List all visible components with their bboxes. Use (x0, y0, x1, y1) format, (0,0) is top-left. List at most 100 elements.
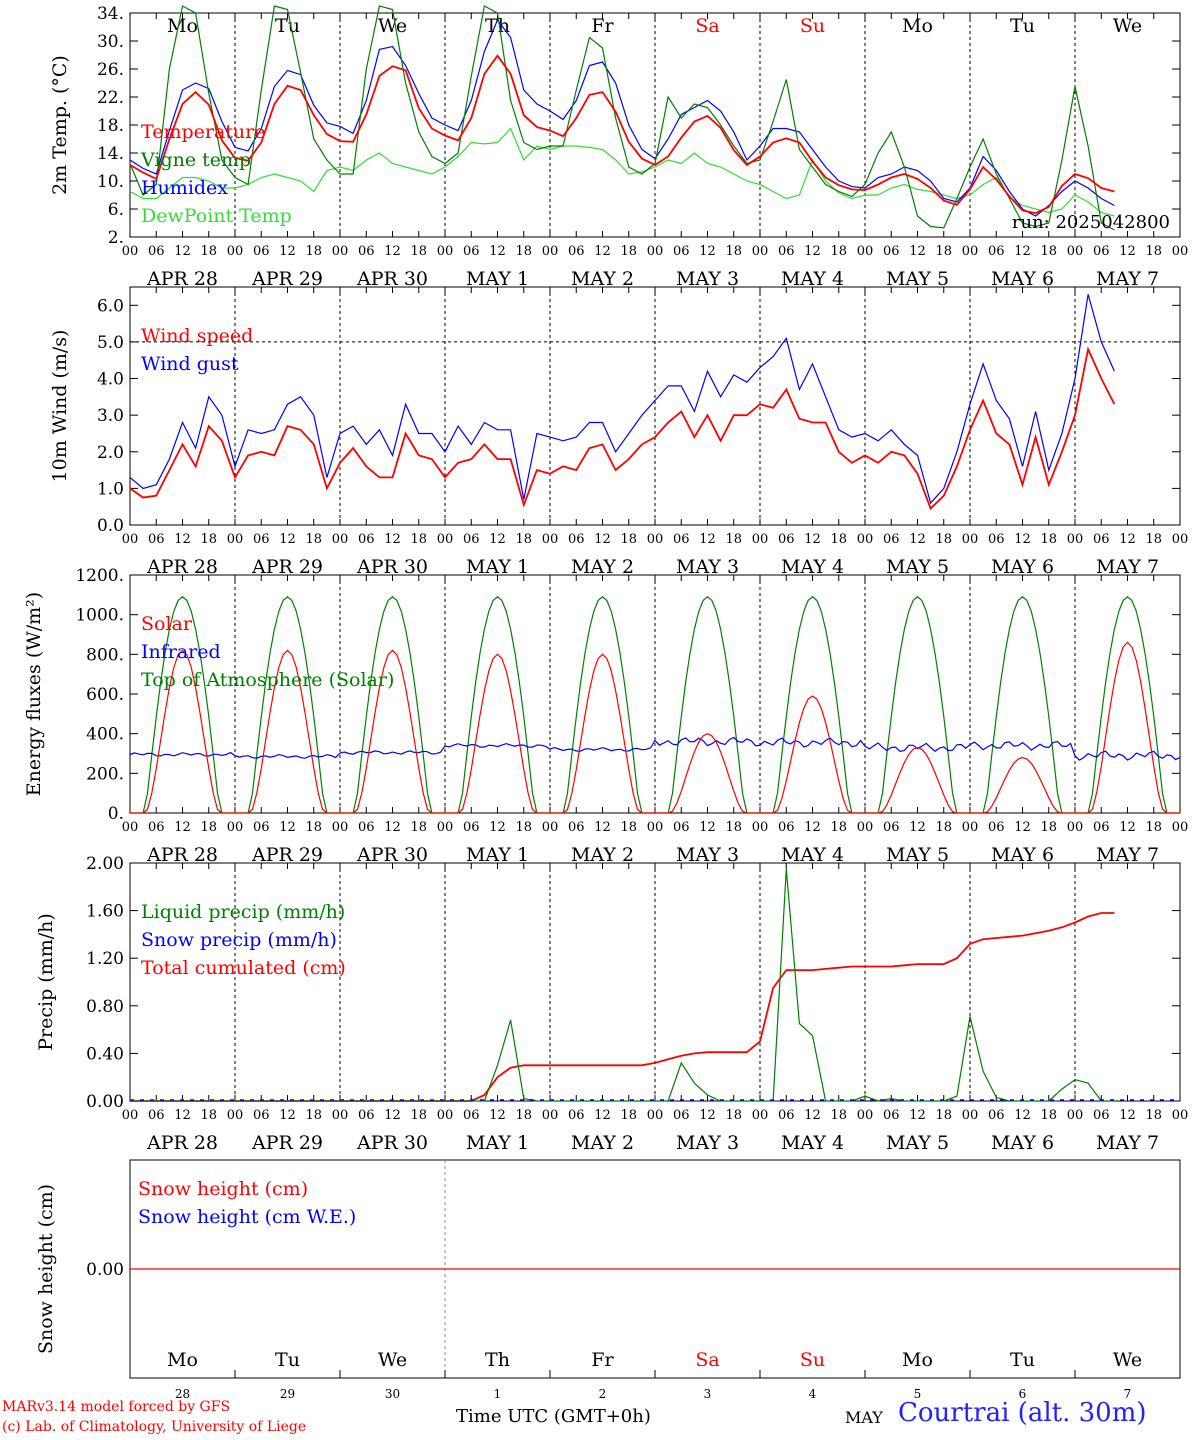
hour-tick-label: 00 (647, 1108, 664, 1123)
y-axis-label: Energy fluxes (W/m²) (23, 592, 45, 796)
y-tick-label: 34. (97, 4, 124, 24)
legend-entry: Total cumulated (cm) (141, 957, 346, 979)
hour-tick-label: 06 (1093, 244, 1110, 259)
hour-tick-label: 12 (489, 1108, 506, 1123)
y-tick-label: 0.80 (86, 997, 124, 1017)
hour-tick-label: 18 (1145, 532, 1162, 547)
hour-tick-label: 12 (1014, 1108, 1031, 1123)
hour-tick-label: 12 (1014, 820, 1031, 835)
date-label: MAY 5 (886, 1132, 949, 1154)
hour-tick-label: 12 (699, 532, 716, 547)
hour-tick-label: 12 (1014, 244, 1031, 259)
hour-tick-label: 06 (358, 1108, 375, 1123)
hour-tick-label: 18 (515, 1108, 532, 1123)
day-name: Tu (275, 1349, 300, 1371)
legend-entry: Wind speed (141, 325, 253, 347)
hour-tick-label: 06 (988, 532, 1005, 547)
day-number: 5 (914, 1387, 922, 1401)
hour-tick-label: 12 (699, 1108, 716, 1123)
panel-temp: 2. 6. 10. 14. 18. 22. 26. 30. 34. 2m Temp. (°C) 00… (49, 4, 1188, 290)
hour-tick-label: 12 (594, 532, 611, 547)
y-tick-label: 0.40 (86, 1044, 124, 1064)
date-label: MAY 6 (991, 268, 1054, 290)
hour-tick-label: 18 (725, 532, 742, 547)
hour-tick-label: 18 (305, 532, 322, 547)
hour-tick-label: 06 (673, 820, 690, 835)
hour-tick-label: 18 (830, 244, 847, 259)
hour-tick-label: 06 (463, 244, 480, 259)
date-label: MAY 4 (781, 268, 844, 290)
hour-tick-label: 18 (200, 820, 217, 835)
hour-tick-label: 18 (725, 1108, 742, 1123)
date-label: APR 28 (146, 1132, 218, 1154)
hour-tick-label: 18 (410, 244, 427, 259)
day-number: 1 (494, 1387, 502, 1401)
hour-tick-label: 00 (1172, 244, 1189, 259)
y-tick-label: 0.00 (86, 1260, 124, 1280)
hour-tick-label: 18 (830, 532, 847, 547)
hour-tick-label: 06 (568, 1108, 585, 1123)
hour-tick-label: 06 (778, 1108, 795, 1123)
hour-tick-label: 18 (515, 244, 532, 259)
hour-tick-label: 00 (437, 244, 454, 259)
hour-tick-label: 12 (804, 820, 821, 835)
date-label: MAY 5 (886, 268, 949, 290)
hour-tick-label: 00 (857, 532, 874, 547)
hour-tick-label: 00 (542, 820, 559, 835)
panel-snow: 0.00 Snow height (cm) Mo Tu We Th Fr Sa Su Mo Tu We… (35, 1159, 1181, 1401)
hour-tick-label: 00 (1172, 1108, 1189, 1123)
y-tick-label: 1200. (75, 566, 124, 586)
date-label: MAY 2 (571, 844, 634, 866)
hour-tick-label: 12 (1014, 532, 1031, 547)
date-label: APR 29 (251, 268, 323, 290)
legend-entry: Snow precip (mm/h) (141, 929, 337, 951)
hour-tick-label: 00 (332, 1108, 349, 1123)
date-label: MAY 7 (1096, 1132, 1159, 1154)
date-label: MAY 4 (781, 556, 844, 578)
hour-tick-label: 18 (935, 1108, 952, 1123)
hour-tick-label: 12 (699, 820, 716, 835)
day-number: 29 (280, 1387, 295, 1401)
hour-tick-label: 06 (568, 244, 585, 259)
hour-tick-label: 00 (962, 244, 979, 259)
hour-tick-label: 06 (463, 820, 480, 835)
series-wind-speed (129, 346, 1116, 511)
legend-entry: Solar (141, 613, 193, 635)
hour-tick-label: 00 (437, 820, 454, 835)
hour-tick-label: 06 (568, 532, 585, 547)
hour-tick-label: 06 (148, 1108, 165, 1123)
hour-tick-label: 00 (647, 820, 664, 835)
hour-tick-label: 06 (358, 244, 375, 259)
y-tick-label: 5.0 (97, 333, 124, 353)
hour-tick-label: 00 (752, 820, 769, 835)
date-label: MAY 3 (676, 1132, 739, 1154)
day-name: Tu (1010, 15, 1035, 37)
hour-tick-label: 12 (279, 532, 296, 547)
y-tick-label: 2.00 (86, 854, 124, 874)
hour-tick-label: 00 (1067, 820, 1084, 835)
series-temperature (129, 54, 1115, 215)
hour-tick-label: 06 (673, 1108, 690, 1123)
run-label: run: 2025042800 (1012, 212, 1170, 233)
day-name: Th (485, 15, 510, 37)
hour-tick-label: 12 (909, 1108, 926, 1123)
hour-tick-label: 18 (515, 532, 532, 547)
day-name: Sa (695, 1349, 719, 1371)
day-name: Tu (1010, 1349, 1035, 1371)
hour-tick-label: 18 (935, 820, 952, 835)
hour-tick-label: 00 (962, 532, 979, 547)
hour-tick-label: 12 (594, 1108, 611, 1123)
day-name: Mo (167, 1349, 198, 1371)
y-tick-label: 18. (97, 116, 124, 136)
y-tick-label: 30. (97, 32, 124, 52)
hour-tick-label: 06 (253, 820, 270, 835)
hour-tick-label: 00 (1067, 1108, 1084, 1123)
date-label: APR 29 (251, 556, 323, 578)
hour-tick-label: 18 (1145, 244, 1162, 259)
legend-entry: Vigne temp (140, 149, 251, 171)
legend-entry: DewPoint Temp (141, 205, 292, 227)
day-name: Mo (167, 15, 198, 37)
hour-tick-label: 12 (909, 820, 926, 835)
y-axis-label: Precip (mm/h) (35, 913, 57, 1051)
y-tick-label: 400. (86, 725, 124, 745)
